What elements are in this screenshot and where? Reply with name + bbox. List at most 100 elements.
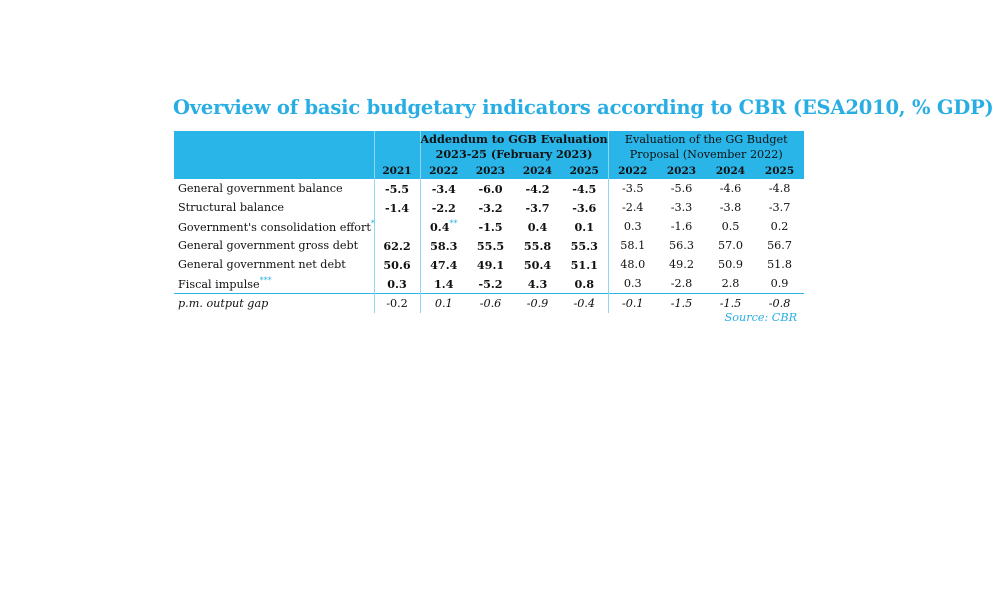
cell-value: 50.6 bbox=[383, 257, 411, 272]
table-row: General government gross debt 62.2 58.3 55.… bbox=[174, 236, 804, 255]
cell-value: 2.8 bbox=[721, 277, 740, 290]
cell-value: -1.5 bbox=[478, 219, 503, 234]
cell-value: 56.3 bbox=[669, 239, 694, 252]
row-label: General government balance bbox=[174, 179, 374, 198]
table-cell: 62.2 bbox=[373, 236, 421, 255]
table-cell: 0.2 bbox=[755, 217, 804, 236]
table-cell: -4.8 bbox=[755, 179, 804, 198]
year-header: 2023 bbox=[467, 162, 514, 179]
header-blank bbox=[174, 131, 374, 162]
cell-value: -4.2 bbox=[525, 181, 550, 196]
table-cell: -3.5 bbox=[608, 179, 657, 198]
table-cell: -0.1 bbox=[608, 293, 657, 313]
year-header: 2025 bbox=[755, 162, 805, 179]
table-cell: 0.8 bbox=[561, 274, 609, 294]
row-label-text: General government balance bbox=[178, 182, 343, 195]
cell-value: -0.4 bbox=[573, 297, 596, 310]
cell-value: 57.0 bbox=[718, 239, 743, 252]
cell-value: 1.4 bbox=[434, 276, 454, 291]
table-row: p.m. output gap -0.2 0.1 -0.6 -0.9 -0.4 -0.1 -1… bbox=[174, 293, 805, 313]
footnote-marker: *** bbox=[259, 276, 272, 285]
table-cell: 0.3 bbox=[608, 217, 657, 236]
table-cell: -3.6 bbox=[561, 198, 609, 217]
cell-value: 0.1 bbox=[574, 219, 594, 234]
table-cell: 0.4 bbox=[514, 217, 561, 236]
cell-value: 0.1 bbox=[434, 297, 453, 310]
table-title: Overview of basic budgetary indicators a… bbox=[173, 96, 992, 119]
addendum-line-2: 2023-25 (February 2023) bbox=[435, 146, 593, 161]
cell-value: 51.8 bbox=[767, 258, 792, 271]
table-cell: 4.3 bbox=[514, 274, 561, 294]
cell-value: 50.4 bbox=[523, 257, 552, 272]
cell-value: 0.4 bbox=[527, 219, 548, 234]
cell-value: 58.1 bbox=[620, 239, 646, 252]
cell-value: 55.5 bbox=[476, 238, 505, 253]
cell-value: -0.8 bbox=[768, 297, 791, 310]
table-cell bbox=[373, 217, 421, 236]
table-cell: 1.4 bbox=[420, 274, 467, 294]
cell-value: 0.3 bbox=[623, 220, 642, 233]
cell-value: -0.2 bbox=[386, 297, 408, 310]
table-cell: -2.8 bbox=[657, 274, 706, 294]
cell-value: -2.8 bbox=[670, 277, 693, 290]
table-cell: 0.1 bbox=[561, 217, 609, 236]
cell-value: -1.4 bbox=[384, 200, 410, 215]
cell-value: -3.7 bbox=[525, 200, 550, 215]
evaluation-line-2: Proposal (November 2022) bbox=[629, 147, 783, 161]
source-note: Source: CBR bbox=[724, 311, 797, 324]
table-cell: 50.6 bbox=[373, 255, 421, 274]
year-header: 2025 bbox=[561, 162, 608, 179]
cell-value: -3.7 bbox=[768, 201, 791, 214]
cell-value: 48.0 bbox=[620, 258, 646, 271]
cell-value: 47.4 bbox=[430, 257, 458, 272]
table-cell: 58.1 bbox=[608, 236, 657, 255]
table-cell: -4.6 bbox=[706, 179, 755, 198]
cell-value: -4.5 bbox=[572, 181, 597, 196]
table-cell: -2.4 bbox=[608, 198, 657, 217]
cell-value: -3.5 bbox=[621, 182, 644, 195]
table-cell: -0.8 bbox=[755, 293, 805, 313]
table-cell: -3.7 bbox=[514, 198, 561, 217]
header-blank-label bbox=[174, 162, 374, 179]
table-cell: 0.4** bbox=[420, 217, 467, 236]
table-cell: 55.8 bbox=[514, 236, 561, 255]
table-cell: 0.5 bbox=[706, 217, 755, 236]
table-cell: -1.4 bbox=[373, 198, 421, 217]
table-cell: 58.3 bbox=[420, 236, 467, 255]
cell-value: -4.8 bbox=[768, 182, 791, 195]
cell-value: -3.6 bbox=[572, 200, 597, 215]
cell-value: 0.3 bbox=[387, 276, 407, 291]
table-cell: 47.4 bbox=[420, 255, 467, 274]
table-cell: -1.6 bbox=[657, 217, 706, 236]
year-header: 2021 bbox=[373, 162, 420, 179]
table-cell: 0.3 bbox=[608, 274, 657, 294]
row-label: Government's consolidation effort* bbox=[174, 217, 375, 236]
table-cell: -2.2 bbox=[420, 198, 467, 217]
row-label: Structural balance bbox=[174, 198, 374, 217]
cell-value: 55.3 bbox=[570, 238, 598, 253]
table-row: General government balance -5.5 -3.4 -6.0 -4… bbox=[174, 179, 804, 198]
row-label: General government gross debt bbox=[174, 236, 374, 255]
row-label: General government net debt bbox=[174, 255, 374, 274]
cell-value: 62.2 bbox=[383, 238, 411, 253]
table-row: General government net debt 50.6 47.4 49.1 5… bbox=[174, 255, 804, 274]
table-cell: -1.5 bbox=[467, 217, 514, 236]
table-cell: -4.5 bbox=[561, 179, 609, 198]
cell-value: 4.3 bbox=[527, 276, 548, 291]
row-label-text: Fiscal impulse bbox=[178, 278, 260, 291]
table-cell: -4.2 bbox=[514, 179, 561, 198]
row-label-text: Structural balance bbox=[178, 201, 285, 214]
table-cell: -0.9 bbox=[514, 293, 561, 313]
table-cell: 48.0 bbox=[608, 255, 657, 274]
table-cell: 49.2 bbox=[657, 255, 706, 274]
cell-value: 0.8 bbox=[574, 276, 594, 291]
cell-value: -0.1 bbox=[621, 297, 644, 310]
cell-value: -1.5 bbox=[719, 297, 742, 310]
table-row: Government's consolidation effort* 0.4** -… bbox=[174, 217, 804, 236]
row-label-text: Government's consolidation effort bbox=[178, 221, 371, 234]
table-cell: -0.4 bbox=[561, 293, 609, 313]
table-cell: 0.3 bbox=[373, 274, 421, 294]
cell-value: 50.9 bbox=[718, 258, 743, 271]
table-row: Structural balance -1.4 -2.2 -3.2 -3.7 -3.6 -2… bbox=[174, 198, 804, 217]
table-cell: -5.2 bbox=[467, 274, 514, 294]
